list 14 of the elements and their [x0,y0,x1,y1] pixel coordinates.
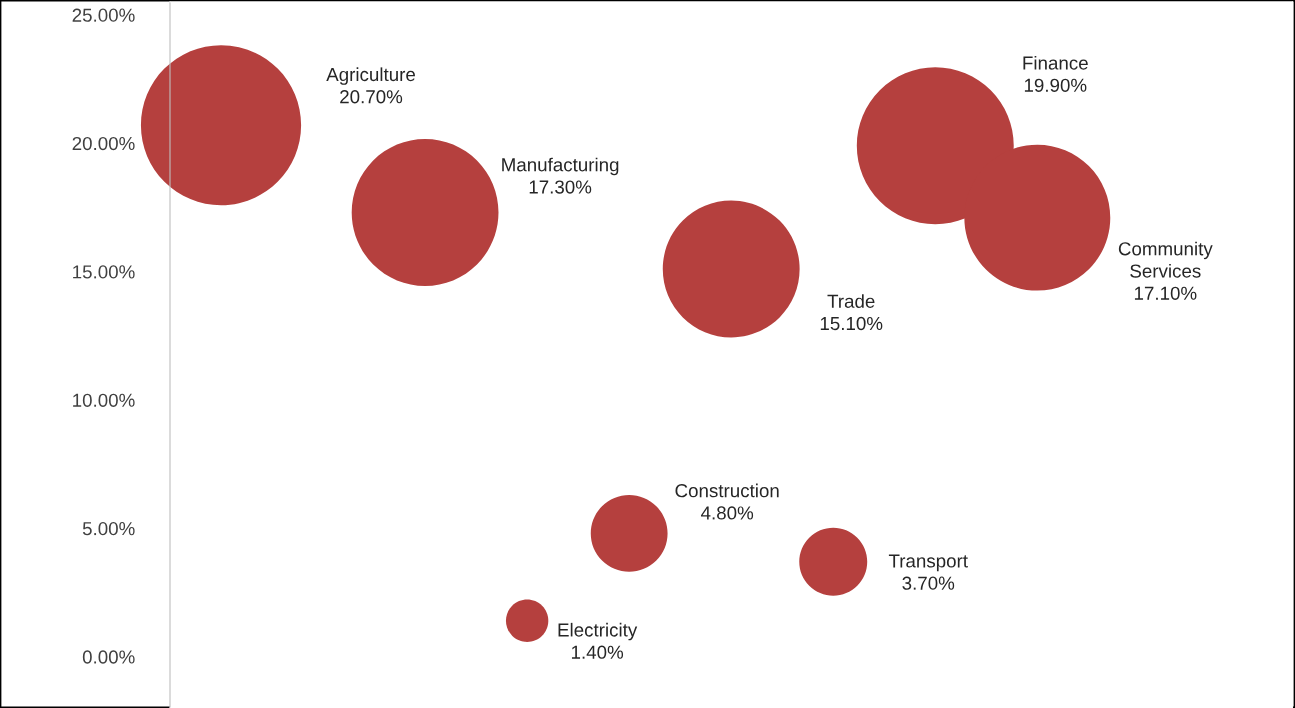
data-label: Transport 3.70% [888,554,968,590]
y-tick-label: 20.00% [72,136,135,151]
y-tick-label: 15.00% [73,265,135,279]
y-tick-label: 0.00% [82,650,135,664]
data-label: Finance 19.90% [1023,55,1088,92]
y-tick-label: 10.00% [73,393,135,407]
data-label: Electricity 1.40% [558,622,638,659]
data-label: Manufacturing 17.30% [502,157,619,194]
data-label: Trade 15.10% [820,294,883,331]
y-tick-label: 5.00% [82,521,135,536]
y-tick-label: 25.00% [72,8,135,22]
data-label: Agriculture 20.70% [326,67,415,104]
data-label: Construction 4.80% [675,483,779,520]
data-label: Community Services 17.10% [1118,241,1213,300]
